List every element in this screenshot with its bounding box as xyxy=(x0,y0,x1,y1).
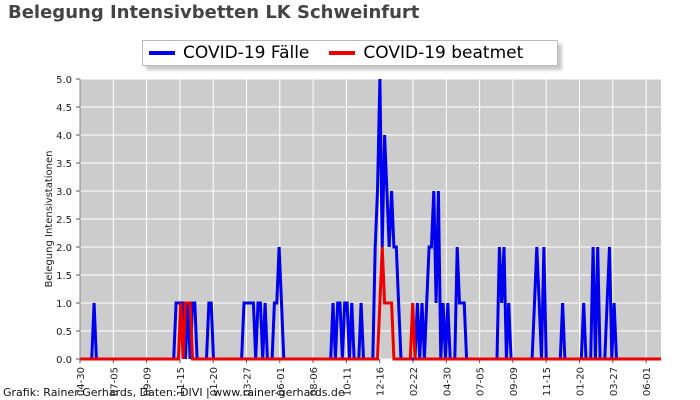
legend-entry-faelle: COVID-19 Fälle xyxy=(143,43,309,63)
x-tick-label: 09-09 xyxy=(143,367,154,396)
x-tick-label: 11-15 xyxy=(542,367,553,396)
x-tick-label: 12-16 xyxy=(376,367,387,396)
y-tick-label: 5.0 xyxy=(56,75,72,86)
legend-swatch-faelle xyxy=(149,51,175,55)
legend-label-faelle: COVID-19 Fälle xyxy=(183,43,310,63)
x-tick-label: 01-20 xyxy=(576,367,587,396)
legend-label-beatmet: COVID-19 beatmet xyxy=(363,43,524,63)
x-tick-label: 02-22 xyxy=(409,367,420,396)
y-axis-label: Belegung Intensivstationen xyxy=(44,150,55,287)
legend-swatch-beatmet xyxy=(329,51,356,55)
x-tick-label: 04-30 xyxy=(442,367,453,396)
y-tick-label: 2.5 xyxy=(56,215,72,226)
series-line-beatmet xyxy=(80,246,661,361)
footer-credit: Grafik: Rainer Gerhards, Daten: DIVI | w… xyxy=(3,386,345,399)
x-tick-label: 06-01 xyxy=(642,367,653,396)
x-tick-label: 04-30 xyxy=(76,367,87,396)
x-tick-label: 09-09 xyxy=(509,367,520,396)
y-tick-label: 3.5 xyxy=(56,159,72,170)
chart-title: Belegung Intensivbetten LK Schweinfurt xyxy=(8,2,420,23)
x-tick-label: 03-27 xyxy=(609,367,620,396)
x-tick-label: 01-20 xyxy=(209,367,220,396)
y-tick-label: 1.5 xyxy=(56,271,72,282)
x-tick-label: 07-05 xyxy=(476,367,487,396)
x-tick-label: 11-15 xyxy=(176,367,187,396)
legend: COVID-19 Fälle COVID-19 beatmet xyxy=(142,40,558,66)
y-tick-label: 0.0 xyxy=(56,355,72,366)
series-line-faelle xyxy=(80,78,661,361)
legend-entry-beatmet: COVID-19 beatmet xyxy=(323,43,523,63)
x-tick-label: 06-01 xyxy=(276,367,287,396)
x-tick-label: 08-06 xyxy=(309,367,320,396)
y-tick-label: 1.0 xyxy=(56,299,72,310)
x-tick-label: 03-27 xyxy=(243,367,254,396)
y-tick-label: 4.0 xyxy=(56,131,72,142)
y-tick-label: 3.0 xyxy=(56,187,72,198)
x-tick-label: 07-05 xyxy=(109,367,120,396)
y-tick-label: 2.0 xyxy=(56,243,72,254)
y-tick-label: 4.5 xyxy=(56,103,72,114)
y-tick-label: 0.5 xyxy=(56,327,72,338)
x-tick-label: 10-11 xyxy=(342,367,353,396)
